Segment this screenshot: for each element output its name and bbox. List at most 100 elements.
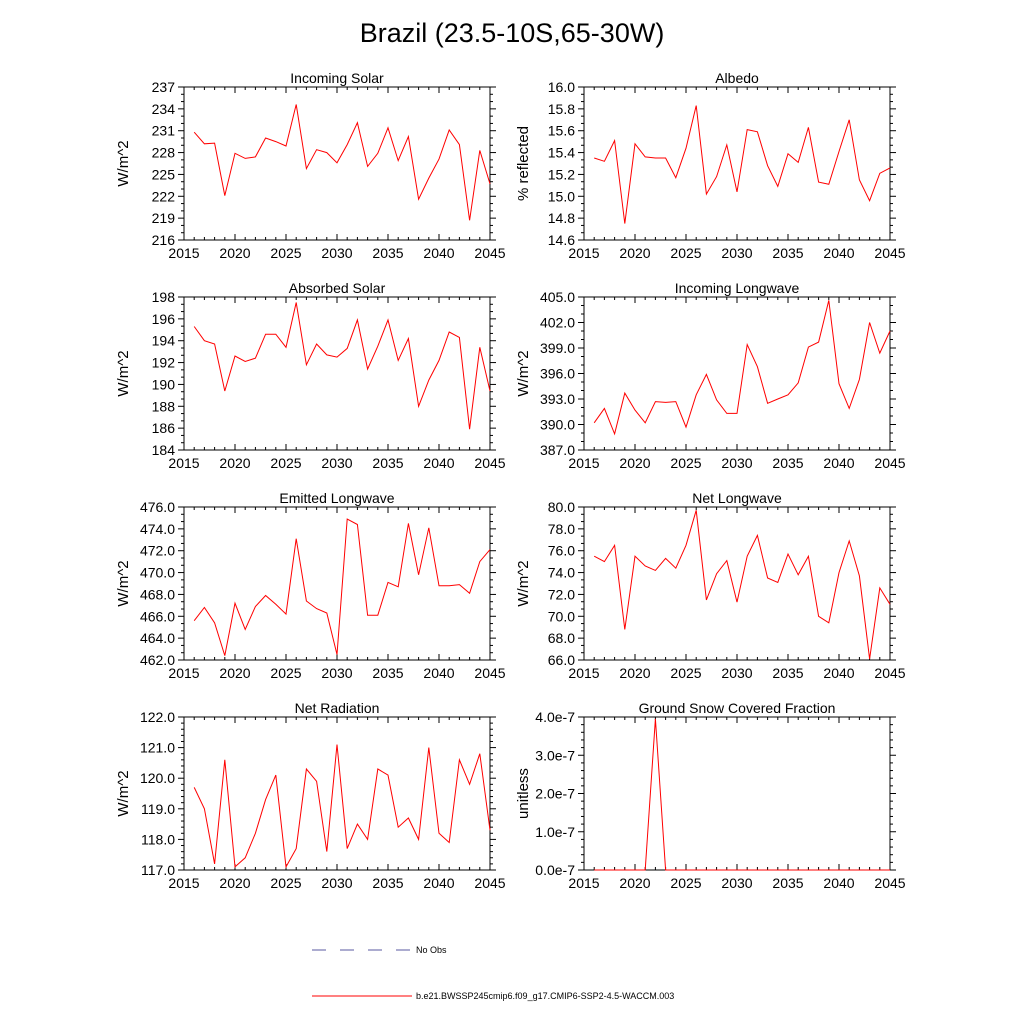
panel-net-longwave: Net Longwave W/m^2 2015 2020 2025 2030 2035 204… (515, 490, 906, 681)
y-tick-label: 122.0 (140, 709, 175, 725)
x-tick-label: 2015 (568, 665, 599, 681)
panel-emitted-longwave: Emitted Longwave W/m^2 2015 2020 2025 2030 203… (115, 490, 506, 681)
panel-title: Emitted Longwave (279, 490, 394, 506)
y-tick-label: 15.0 (548, 188, 575, 204)
y-tick-label: 15.6 (548, 123, 575, 139)
x-tick-label: 2040 (823, 665, 854, 681)
y-tick-label: 237 (152, 79, 176, 95)
panels: Incoming Solar W/m^2 2015 2020 2025 2030 2035 2… (115, 70, 906, 891)
series-line (193, 104, 491, 221)
series-line (593, 300, 891, 436)
y-tick-label: 222 (152, 188, 176, 204)
y-tick-label: 402.0 (540, 315, 575, 331)
y-tick-label: 0.0e-7 (535, 862, 575, 878)
x-tick-label: 2045 (874, 245, 905, 261)
x-tick-label: 2015 (568, 455, 599, 471)
y-tick-label: 118.0 (141, 831, 175, 847)
y-tick-label: 196 (152, 311, 176, 327)
y-tick-label: 14.8 (548, 210, 575, 226)
x-tick-label: 2040 (823, 455, 854, 471)
y-tick-label: 390.0 (540, 417, 575, 433)
y-tick-label: 68.0 (548, 630, 575, 646)
y-tick-label: 198 (152, 289, 176, 305)
x-tick-label: 2030 (721, 245, 752, 261)
x-tick-label: 2045 (474, 245, 505, 261)
y-tick-label: 387.0 (540, 442, 575, 458)
y-tick-label: 2.0e-7 (535, 786, 575, 802)
y-tick-label: 188 (152, 398, 176, 414)
y-tick-label: 184 (152, 442, 176, 458)
x-tick-label: 2015 (168, 455, 199, 471)
x-tick-label: 2025 (270, 665, 301, 681)
x-tick-label: 2020 (619, 245, 650, 261)
y-tick-label: 74.0 (548, 565, 575, 581)
x-tick-label: 2040 (823, 875, 854, 891)
x-tick-label: 2015 (168, 665, 199, 681)
plot-frame (183, 506, 491, 661)
panel-title: Ground Snow Covered Fraction (639, 700, 836, 716)
panel-incoming-solar: Incoming Solar W/m^2 2015 2020 2025 2030 2035 2… (115, 70, 506, 261)
y-tick-label: 472.0 (140, 543, 175, 559)
y-axis-label: W/m^2 (515, 560, 532, 606)
series-line (593, 510, 891, 659)
figure-title: Brazil (23.5-10S,65-30W) (360, 18, 665, 48)
x-tick-label: 2025 (670, 455, 701, 471)
x-tick-label: 2025 (670, 665, 701, 681)
legend-series-label: b.e21.BWSSP245cmip6.f09_g17.CMIP6-SSP2-4… (416, 991, 674, 1001)
x-tick-label: 2020 (619, 665, 650, 681)
y-tick-label: 190 (152, 376, 176, 392)
y-tick-label: 468.0 (140, 586, 175, 602)
y-axis-label: W/m^2 (515, 350, 532, 396)
y-tick-label: 399.0 (540, 340, 575, 356)
x-tick-label: 2030 (321, 455, 352, 471)
x-tick-label: 2015 (168, 875, 199, 891)
x-tick-label: 2045 (474, 455, 505, 471)
panel-albedo: Albedo % reflected 2015 2020 2025 2030 2035 204… (515, 70, 906, 261)
x-tick-label: 2045 (474, 665, 505, 681)
plot-frame (583, 86, 891, 241)
y-tick-label: 72.0 (548, 586, 575, 602)
panel-title: Albedo (715, 70, 759, 86)
x-tick-label: 2020 (219, 455, 250, 471)
x-tick-label: 2020 (619, 455, 650, 471)
y-tick-label: 15.2 (548, 166, 575, 182)
x-tick-label: 2040 (423, 665, 454, 681)
y-tick-label: 194 (152, 333, 176, 349)
x-tick-label: 2030 (721, 875, 752, 891)
y-tick-label: 231 (152, 123, 176, 139)
panel-incoming-longwave: Incoming Longwave W/m^2 2015 2020 2025 2030 20… (515, 280, 906, 471)
series-line (594, 105, 891, 224)
y-tick-label: 4.0e-7 (535, 709, 575, 725)
y-tick-label: 78.0 (548, 521, 575, 537)
y-axis-label: % reflected (515, 126, 532, 201)
series-line (594, 718, 890, 871)
y-tick-label: 396.0 (540, 366, 575, 382)
panel-title: Incoming Solar (290, 70, 384, 86)
y-tick-label: 225 (152, 166, 176, 182)
x-tick-label: 2025 (670, 875, 701, 891)
y-tick-label: 462.0 (140, 652, 175, 668)
x-tick-label: 2035 (372, 245, 403, 261)
series-line (193, 744, 491, 869)
y-axis-label: W/m^2 (115, 560, 132, 606)
x-tick-label: 2030 (721, 455, 752, 471)
x-tick-label: 2035 (772, 665, 803, 681)
x-tick-label: 2020 (219, 245, 250, 261)
y-tick-label: 1.0e-7 (535, 824, 575, 840)
x-tick-label: 2035 (772, 455, 803, 471)
y-axis-label: W/m^2 (115, 140, 132, 186)
x-tick-label: 2040 (823, 245, 854, 261)
plot-frame (583, 296, 891, 451)
panel-ground-snow-covered-fraction: Ground Snow Covered Fraction unitless 2015… (515, 700, 906, 891)
y-tick-label: 228 (152, 145, 176, 161)
x-tick-label: 2030 (321, 665, 352, 681)
y-axis-label: unitless (515, 768, 532, 819)
x-tick-label: 2015 (168, 245, 199, 261)
x-tick-label: 2035 (372, 665, 403, 681)
x-tick-label: 2035 (772, 875, 803, 891)
x-tick-label: 2025 (270, 245, 301, 261)
y-tick-label: 192 (152, 355, 176, 371)
y-tick-label: 66.0 (548, 652, 575, 668)
y-tick-label: 117.0 (141, 862, 175, 878)
x-tick-label: 2035 (372, 455, 403, 471)
